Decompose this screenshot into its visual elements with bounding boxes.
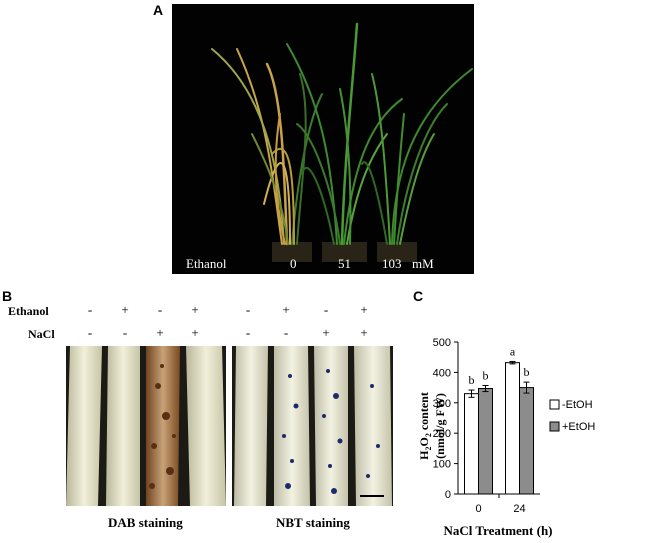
ethanol-row-label: Ethanol bbox=[8, 304, 49, 318]
dab-ethanol-sign-1: - bbox=[87, 302, 93, 317]
x-tick-label: 0 bbox=[475, 503, 481, 515]
dab-nacl-sign-2: - bbox=[122, 325, 128, 340]
dab-ethanol-sign-4: + bbox=[191, 302, 199, 317]
dab-ethanol-sign-3: - bbox=[157, 302, 163, 317]
nbt-nacl-sign-3: + bbox=[322, 325, 330, 340]
rice-seedlings-image bbox=[211, 22, 473, 262]
nbt-nacl-sign-1: - bbox=[245, 325, 251, 340]
y-tick-label: 300 bbox=[433, 398, 451, 410]
concentration-unit: mM bbox=[412, 256, 434, 271]
significance-letter: b bbox=[483, 368, 489, 382]
nbt-leaves-image bbox=[234, 346, 392, 506]
dab-leaf-photo bbox=[66, 346, 226, 506]
y-tick-label: 200 bbox=[433, 428, 451, 440]
concentration-51: 51 bbox=[338, 256, 351, 271]
dab-nacl-sign-3: + bbox=[156, 325, 164, 340]
plant-photo: Ethanol 0 51 103 mM bbox=[172, 4, 474, 274]
legend-swatch bbox=[549, 399, 560, 410]
nbt-nacl-sign-4: + bbox=[360, 325, 368, 340]
nbt-nacl-sign-2: - bbox=[283, 325, 289, 340]
nbt-ethanol-sign-2: + bbox=[282, 302, 290, 317]
y-tick-label: 500 bbox=[433, 337, 451, 349]
bar-etoh bbox=[505, 362, 520, 495]
nbt-ethanol-sign-1: - bbox=[245, 302, 251, 317]
significance-letter: b bbox=[469, 373, 475, 387]
significance-letter: b bbox=[524, 365, 530, 379]
y-tick-label: 0 bbox=[445, 489, 451, 501]
x-tick-label: 24 bbox=[513, 503, 525, 515]
nbt-ethanol-sign-3: - bbox=[323, 302, 329, 317]
nbt-caption: NBT staining bbox=[276, 515, 350, 530]
bar-etoh bbox=[478, 388, 493, 495]
x-axis-label: NaCl Treatment (h) bbox=[443, 523, 552, 538]
h2o2-bar-chart: H2O2 content (nmol/g FW) 0 100 200 300 400 50… bbox=[417, 337, 595, 538]
panel-b-letter: B bbox=[2, 288, 13, 304]
concentration-0: 0 bbox=[290, 256, 297, 271]
bar-etoh bbox=[519, 387, 534, 495]
bar-etoh bbox=[464, 393, 479, 495]
nbt-leaf-photo bbox=[232, 346, 393, 506]
dab-nacl-sign-4: + bbox=[191, 325, 199, 340]
panel-c-letter: C bbox=[413, 288, 424, 304]
concentration-103: 103 bbox=[382, 256, 402, 271]
nacl-row-label: NaCl bbox=[28, 327, 55, 341]
y-tick-label: 100 bbox=[433, 459, 451, 471]
dab-nacl-sign-1: - bbox=[87, 325, 93, 340]
significance-letter: a bbox=[510, 344, 516, 358]
dab-leaves-image bbox=[66, 346, 226, 506]
legend-label: -EtOH bbox=[562, 399, 593, 411]
legend-swatch bbox=[549, 421, 560, 432]
panel-a-letter: A bbox=[153, 2, 164, 18]
ethanol-label: Ethanol bbox=[186, 256, 227, 271]
y-tick-label: 400 bbox=[433, 367, 451, 379]
y-axis-label: H2O2 content bbox=[417, 392, 433, 460]
dab-caption: DAB staining bbox=[108, 515, 183, 530]
nbt-ethanol-sign-4: + bbox=[360, 302, 368, 317]
y-axis-label-unit: (nmol/g FW) bbox=[433, 393, 447, 459]
dab-ethanol-sign-2: + bbox=[121, 302, 129, 317]
legend-label: +EtOH bbox=[562, 421, 595, 433]
